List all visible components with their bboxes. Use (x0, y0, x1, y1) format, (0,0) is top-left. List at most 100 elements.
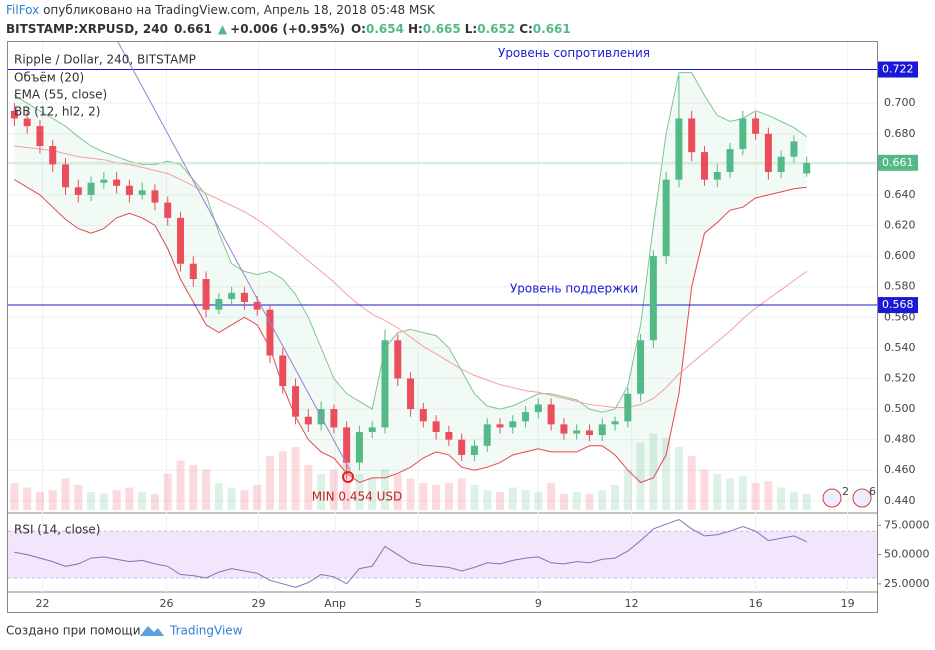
volume-bar (700, 469, 709, 510)
candle-body (407, 378, 415, 410)
y-tick-label: 0.460 (884, 463, 916, 476)
volume-bar (380, 469, 389, 510)
volume-bar (751, 483, 760, 510)
level-badge-label: 0.722 (882, 63, 914, 76)
candle-body (240, 292, 248, 302)
frame (7, 41, 878, 613)
candle-body (394, 340, 402, 379)
volume-bar (432, 484, 441, 510)
last: 0.661 (174, 22, 212, 36)
volume-bar (444, 483, 453, 510)
indicator-label: EMA (55, close) (14, 88, 107, 102)
volume-bar (598, 490, 607, 510)
volume-bar (623, 469, 632, 510)
volume-bar (23, 487, 32, 510)
volume-bar (342, 460, 351, 510)
candle-body (522, 412, 530, 422)
candle-body (509, 421, 517, 428)
indicator-label: BB (12, hl2, 2) (14, 105, 100, 119)
volume-bar (764, 481, 773, 510)
candle-body (585, 430, 593, 436)
event-badge[interactable] (852, 488, 872, 508)
l-value: 0.652 (477, 22, 515, 36)
candle-body (419, 409, 427, 422)
candle-body (534, 404, 542, 413)
x-tick-label: 19 (841, 597, 855, 610)
candle-body (496, 424, 504, 428)
volume-bar (559, 493, 568, 510)
volume-bar (777, 487, 786, 510)
y-tick-label: 0.580 (884, 280, 916, 293)
volume-bar (649, 433, 658, 510)
candle-body (304, 416, 312, 425)
candle-body (726, 149, 734, 172)
rsi-band (8, 531, 877, 578)
rsi-title: RSI (14, close) (14, 523, 100, 537)
volume-bar (521, 490, 530, 510)
candle-body (662, 179, 670, 257)
volume-bar (291, 447, 300, 510)
last-price-label: 0.661 (882, 156, 914, 169)
volume-bar (317, 474, 326, 510)
c-label: C: (519, 22, 533, 36)
x-tick-label: 12 (625, 597, 639, 610)
candle-body (202, 279, 210, 310)
chart-title: Ripple / Dollar, 240, BITSTAMP (14, 53, 196, 67)
rsi-tick-label: 25.0000 (884, 577, 930, 590)
y-tick-label: 0.620 (884, 219, 916, 232)
candle-body (432, 421, 440, 432)
volume-bar (789, 492, 798, 510)
candle-body (343, 427, 351, 463)
volume-bar (713, 474, 722, 510)
volume-bar (253, 484, 262, 510)
volume-bar (189, 465, 198, 510)
candle-body (368, 427, 376, 432)
y-tick-label: 0.440 (884, 494, 916, 507)
candle-body (381, 340, 389, 428)
candle-body (752, 118, 760, 134)
volume-bar (99, 493, 108, 510)
h-label: H: (408, 22, 423, 36)
volume-bar (662, 438, 671, 510)
candle-body (177, 217, 185, 264)
volume-bar (278, 451, 287, 510)
volume-bar (802, 493, 811, 510)
candle-body (100, 179, 108, 183)
x-tick-label: 16 (749, 597, 763, 610)
candle-body (125, 185, 133, 195)
candle-body (215, 298, 223, 310)
candle-body (700, 152, 708, 180)
x-tick-label: 26 (159, 597, 173, 610)
volume-bar (368, 478, 377, 510)
footer-brand[interactable]: TradingView (169, 624, 243, 638)
author[interactable]: FilFox (6, 3, 39, 17)
candle-body (330, 409, 338, 428)
o-label: O: (351, 22, 366, 36)
rsi-tick-label: 75.0000 (884, 518, 930, 531)
candle-body (74, 187, 82, 195)
candle-body (355, 432, 363, 463)
y-tick-label: 0.640 (884, 188, 916, 201)
level-badge-label: 0.568 (882, 298, 914, 311)
published: опубликовано на TradingView.com, Апрель … (39, 3, 436, 17)
volume-bar (125, 487, 134, 510)
y-tick-label: 0.700 (884, 96, 916, 109)
x-tick-label: Апр (324, 597, 346, 610)
candle-body (675, 118, 683, 180)
level-label: Уровень сопротивления (498, 46, 650, 60)
volume-bar (163, 474, 172, 510)
tv-logo (140, 626, 164, 636)
candle-body (458, 439, 466, 455)
candle-body (292, 386, 300, 417)
y-tick-label: 0.480 (884, 433, 916, 446)
volume-bar (304, 465, 313, 510)
candle-body (739, 118, 747, 150)
volume-bar (329, 469, 338, 510)
o-value: 0.654 (366, 22, 404, 36)
volume-bar (176, 460, 185, 510)
candle-body (573, 430, 581, 434)
candle-body (764, 133, 772, 172)
event-badge[interactable] (822, 488, 842, 508)
